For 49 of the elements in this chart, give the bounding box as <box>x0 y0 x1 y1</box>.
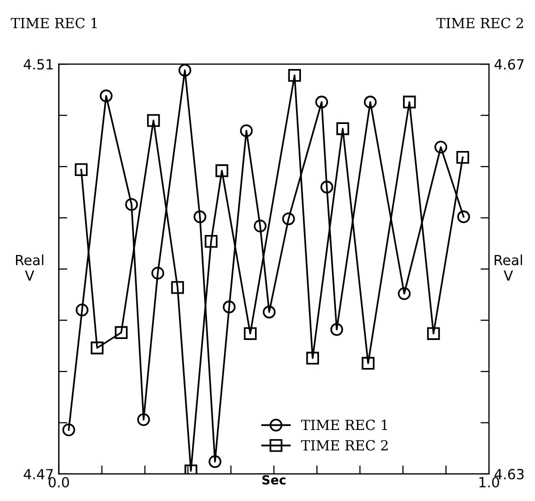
y-tick-label: 4.51 <box>24 59 53 70</box>
text: TIME REC 2 <box>436 18 523 28</box>
point <box>315 96 328 108</box>
point <box>90 342 104 354</box>
point <box>178 64 192 77</box>
point <box>427 327 440 340</box>
point <box>171 281 184 294</box>
x-tick-label: 1.0 <box>479 476 500 488</box>
point <box>282 212 295 226</box>
point <box>62 424 76 436</box>
point <box>403 96 416 108</box>
y-axis-title: Real V <box>16 254 44 281</box>
point <box>137 413 150 426</box>
y2-tick-label: 4.63 <box>494 468 524 480</box>
point <box>114 326 128 339</box>
point <box>288 69 301 82</box>
point <box>362 356 375 370</box>
x-axis-title: Sec <box>262 475 286 485</box>
point <box>456 150 470 164</box>
point <box>204 234 218 248</box>
point <box>330 323 344 336</box>
point <box>240 124 253 138</box>
point <box>244 327 257 340</box>
y2-axis-title: Real V <box>494 254 522 281</box>
y-tick-label: 4.47 <box>24 469 53 480</box>
point <box>434 140 448 154</box>
point <box>457 210 470 224</box>
point <box>215 164 228 178</box>
point <box>125 198 138 211</box>
point <box>306 352 320 365</box>
point <box>147 114 160 127</box>
y2-tick-label: 4.67 <box>494 59 524 70</box>
point <box>254 220 267 232</box>
point <box>151 266 164 280</box>
point <box>262 306 276 318</box>
point <box>222 300 236 314</box>
x-tick-label: 0.0 <box>48 476 69 488</box>
point <box>74 163 88 176</box>
point <box>364 96 377 108</box>
point <box>320 180 334 194</box>
point <box>194 210 206 224</box>
point <box>100 90 113 102</box>
point <box>398 287 411 300</box>
point <box>208 455 222 468</box>
legend-label: TIME REC 1 <box>301 420 388 430</box>
point <box>76 304 88 316</box>
text: TIME REC 1 <box>10 18 97 28</box>
legend-label: TIME REC 2 <box>301 440 388 451</box>
point <box>336 122 350 136</box>
